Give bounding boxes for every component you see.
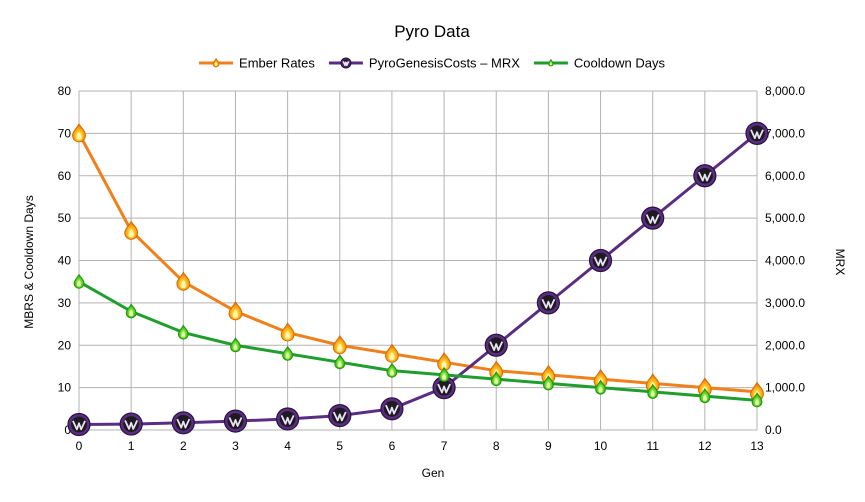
x-tick-label: 3: [232, 439, 239, 453]
green-flame-point-icon: [438, 366, 450, 382]
legend-label: Ember Rates: [239, 56, 315, 71]
legend-item: Ember Rates: [199, 56, 315, 71]
series-pyrogenesiscosts-mrx: [67, 121, 769, 437]
y2-tick-label: 6,000.0: [765, 169, 805, 183]
flame-point-icon: [72, 122, 86, 143]
emblem-point-icon: [328, 403, 352, 428]
y-tick-label: 50: [58, 211, 72, 225]
legend-marker-icon: [340, 57, 352, 69]
x-tick-label: 5: [336, 439, 343, 453]
green-flame-point-icon: [125, 303, 137, 319]
flame-point-icon: [280, 322, 295, 342]
y-axis-title: MBRS & Cooldown Days: [22, 195, 36, 328]
x-tick-label: 13: [750, 439, 764, 453]
green-flame-point-icon: [699, 387, 711, 404]
series-line: [77, 132, 758, 394]
series-layer: [67, 121, 769, 437]
x-tick-label: 10: [594, 439, 608, 453]
green-flame-point-icon: [386, 362, 398, 378]
green-flame-point-icon: [334, 354, 346, 370]
y-tick-label: 10: [58, 381, 72, 395]
x-tick-label: 11: [646, 439, 659, 453]
emblem-point-icon: [380, 397, 404, 421]
series-ember-rates: [72, 122, 764, 401]
x-axis-title: Gen: [422, 466, 445, 480]
y2-tick-label: 5,000.0: [765, 211, 805, 225]
series-line: [78, 280, 758, 402]
flame-point-icon: [385, 343, 399, 363]
emblem-point-icon: [588, 248, 613, 273]
y2-tick-label: 0.0: [765, 423, 782, 437]
y-tick-label: 70: [58, 126, 72, 140]
x-tick-label: 4: [284, 439, 291, 453]
flame-point-icon: [228, 300, 243, 321]
x-tick-label: 0: [76, 439, 83, 453]
emblem-point-icon: [276, 407, 300, 431]
legend-marker-icon: [212, 57, 220, 68]
emblem-point-icon: [693, 164, 717, 188]
y2-tick-label: 7,000.0: [765, 126, 805, 140]
green-flame-point-icon: [543, 375, 554, 391]
x-tick-label: 12: [698, 439, 712, 453]
left-axis-ticks: 0 10 20 30 40 50 60 70 80: [58, 84, 72, 437]
green-flame-point-icon: [647, 383, 659, 399]
x-axis-ticks: 0 1 2 3 4 5 6 7 8 9 10 11 12 13: [76, 439, 764, 453]
legend-label: PyroGenesisCosts – MRX: [369, 56, 520, 71]
green-flame-point-icon: [73, 273, 85, 289]
green-flame-point-icon: [282, 345, 293, 361]
legend-label: Cooldown Days: [574, 56, 666, 71]
legend-item: Cooldown Days: [533, 56, 666, 71]
legend: Ember Rates PyroGenesisCosts – MRX Cooldow…: [199, 56, 665, 71]
x-tick-label: 8: [493, 439, 500, 453]
y2-tick-label: 2,000.0: [765, 338, 805, 352]
legend-item: PyroGenesisCosts – MRX: [328, 56, 520, 71]
y2-tick-label: 3,000.0: [765, 296, 805, 310]
y2-tick-label: 4,000.0: [765, 254, 805, 268]
x-tick-label: 9: [545, 439, 552, 453]
series-cooldown-days: [73, 273, 763, 408]
emblem-point-icon: [536, 291, 560, 315]
y-tick-label: 30: [58, 296, 72, 310]
y2-tick-label: 8,000.0: [765, 84, 805, 98]
green-flame-point-icon: [230, 337, 241, 353]
y-tick-label: 0: [64, 423, 71, 437]
y-tick-label: 20: [58, 338, 72, 352]
green-flame-point-icon: [595, 379, 606, 395]
flame-point-icon: [124, 220, 139, 240]
legend-marker-icon: [548, 58, 554, 67]
y-tick-label: 40: [58, 254, 72, 268]
emblem-point-icon: [171, 411, 195, 435]
green-flame-point-icon: [177, 324, 189, 340]
emblem-point-icon: [223, 409, 248, 433]
x-tick-label: 2: [180, 439, 187, 453]
emblem-point-icon: [119, 412, 143, 436]
emblem-point-icon: [745, 121, 769, 145]
x-tick-label: 1: [128, 439, 135, 453]
green-flame-point-icon: [751, 392, 763, 408]
y-tick-label: 80: [58, 84, 72, 98]
green-flame-point-icon: [490, 370, 502, 387]
chart-title: Pyro Data: [394, 22, 470, 41]
y2-tick-label: 1,000.0: [765, 381, 805, 395]
emblem-point-icon: [67, 412, 91, 437]
emblem-point-icon: [641, 206, 665, 230]
x-tick-label: 7: [441, 439, 448, 453]
right-axis-ticks: 0.0 1,000.0 2,000.0 3,000.0 4,000.0 5,000.0 6,…: [765, 84, 805, 437]
flame-point-icon: [176, 271, 191, 291]
y2-axis-title: MRX: [833, 249, 847, 276]
y-tick-label: 60: [58, 169, 72, 183]
x-tick-label: 6: [389, 439, 396, 453]
emblem-point-icon: [484, 333, 508, 357]
flame-point-icon: [332, 334, 347, 355]
